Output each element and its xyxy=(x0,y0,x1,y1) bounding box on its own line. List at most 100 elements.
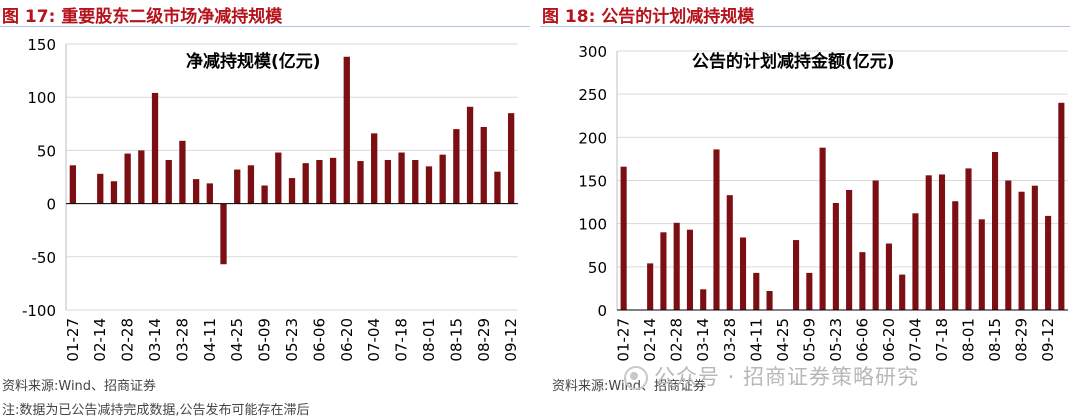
bar xyxy=(620,166,627,310)
bar xyxy=(192,179,200,204)
note-text: 注:数据为已公告减持完成数据,公告发布可能存在滞后 xyxy=(2,403,310,418)
bar xyxy=(793,240,800,310)
bar xyxy=(275,152,282,204)
bar xyxy=(1005,180,1012,310)
bar xyxy=(439,154,446,204)
y-tick-label: -100 xyxy=(22,302,56,320)
figure-18-header: 图 18: 公告的计划减持规模 xyxy=(540,0,1070,27)
x-tick-label: 01-27 xyxy=(615,318,633,362)
bar xyxy=(371,133,378,204)
y-tick-label: 150 xyxy=(578,173,607,191)
bar xyxy=(912,213,919,310)
bar xyxy=(978,219,985,310)
x-tick-label: 07-18 xyxy=(393,318,411,362)
y-tick-label: 100 xyxy=(27,89,56,107)
bar xyxy=(859,252,866,310)
bar xyxy=(124,153,131,204)
figure-18-panel: 图 18: 公告的计划减持规模 300 250 200 150 100 50 0 01-27 0… xyxy=(540,0,1080,420)
x-tick-label: 05-23 xyxy=(827,318,845,362)
y-tick-label: 200 xyxy=(578,129,607,147)
bar xyxy=(753,272,760,310)
chart-net-reduction: 150 100 50 0 -50 -100 01-27 02-14 02-28 03-14 03-2… xyxy=(22,36,520,362)
bar xyxy=(726,195,733,310)
bar xyxy=(660,232,667,310)
watermark-text: 公众号 · 招商证券策略研究 xyxy=(654,365,920,389)
bar xyxy=(329,157,337,204)
bar xyxy=(885,243,892,310)
y-tick-label: 50 xyxy=(588,259,607,277)
bar xyxy=(700,289,707,310)
bar xyxy=(316,159,323,204)
bar xyxy=(138,150,145,204)
bar xyxy=(846,189,853,310)
bar xyxy=(647,263,654,310)
y-tick-label: 0 xyxy=(46,196,56,214)
bar xyxy=(806,272,813,310)
bar xyxy=(925,175,932,310)
x-tick-label: 06-06 xyxy=(853,318,871,362)
x-tick-label: 02-14 xyxy=(91,318,109,362)
bar xyxy=(1018,191,1025,310)
y-tick-label: 250 xyxy=(578,86,607,104)
figure-18-label: 图 18: 公告的计划减持规模 xyxy=(542,7,755,27)
bar xyxy=(288,178,296,204)
watermark: 公众号 · 招商证券策略研究 xyxy=(624,361,919,391)
x-tick-label: 06-20 xyxy=(338,318,356,362)
x-tick-label: 04-11 xyxy=(201,318,219,362)
bar xyxy=(234,169,241,204)
x-tick-label: 03-14 xyxy=(694,318,712,362)
x-tick-label: 01-27 xyxy=(64,318,82,362)
bar xyxy=(357,161,364,204)
bar xyxy=(398,152,405,204)
bar xyxy=(179,140,186,204)
bar xyxy=(97,173,104,204)
bar xyxy=(480,126,487,204)
bar xyxy=(220,203,227,265)
x-tick-label: 07-18 xyxy=(933,318,951,362)
bar xyxy=(425,166,433,204)
bar xyxy=(1058,102,1065,310)
bar xyxy=(739,237,747,310)
y-tick-label: 50 xyxy=(37,142,56,160)
bar xyxy=(991,152,999,310)
x-tick-label: 05-09 xyxy=(256,318,274,362)
bar xyxy=(938,174,946,310)
bar xyxy=(832,202,839,310)
x-tick-label: 03-14 xyxy=(146,318,164,362)
bar xyxy=(766,291,773,310)
bar xyxy=(819,147,826,310)
x-tick-label: 08-29 xyxy=(1013,318,1031,362)
bar xyxy=(110,181,118,204)
source-text: 资料来源:Wind、招商证券 xyxy=(2,379,157,394)
x-tick-label: 08-01 xyxy=(960,318,978,362)
y-tick-label: -50 xyxy=(32,249,57,267)
x-tick-label: 08-01 xyxy=(420,318,438,362)
chart-planned-reduction: 300 250 200 150 100 50 0 01-27 02-14 02-28 03-14 03… xyxy=(578,43,1068,362)
y-tick-label: 0 xyxy=(597,302,607,320)
x-tick-label: 04-25 xyxy=(228,318,246,362)
x-tick-label: 08-15 xyxy=(447,318,465,362)
x-tick-label: 08-15 xyxy=(986,318,1004,362)
bar xyxy=(466,106,474,204)
x-tick-label: 02-28 xyxy=(668,318,686,362)
bar xyxy=(686,229,694,310)
x-tick-label: 02-28 xyxy=(119,318,137,362)
bar xyxy=(384,159,392,204)
figure-17-header: 图 17: 重要股东二级市场净减持规模 xyxy=(0,0,530,27)
x-tick-label: 09-12 xyxy=(1039,318,1057,362)
x-tick-label: 04-11 xyxy=(747,318,765,362)
x-tick-label: 06-20 xyxy=(880,318,898,362)
bar xyxy=(494,171,501,204)
figure-17-label: 图 17: 重要股东二级市场净减持规模 xyxy=(2,7,283,27)
x-tick-label: 09-12 xyxy=(502,318,520,362)
x-tick-label: 07-04 xyxy=(365,318,383,362)
bar xyxy=(453,129,460,204)
bar xyxy=(713,149,720,310)
x-tick-label: 05-23 xyxy=(283,318,301,362)
figure-17-panel: 图 17: 重要股东二级市场净减持规模 150 100 50 0 -50 -100 01-2… xyxy=(0,0,530,418)
bar xyxy=(965,168,972,310)
bar xyxy=(206,183,213,204)
chart-title-planned-reduction: 公告的计划减持金额(亿元) xyxy=(692,52,895,72)
bar xyxy=(872,180,879,310)
bar xyxy=(1045,215,1052,310)
